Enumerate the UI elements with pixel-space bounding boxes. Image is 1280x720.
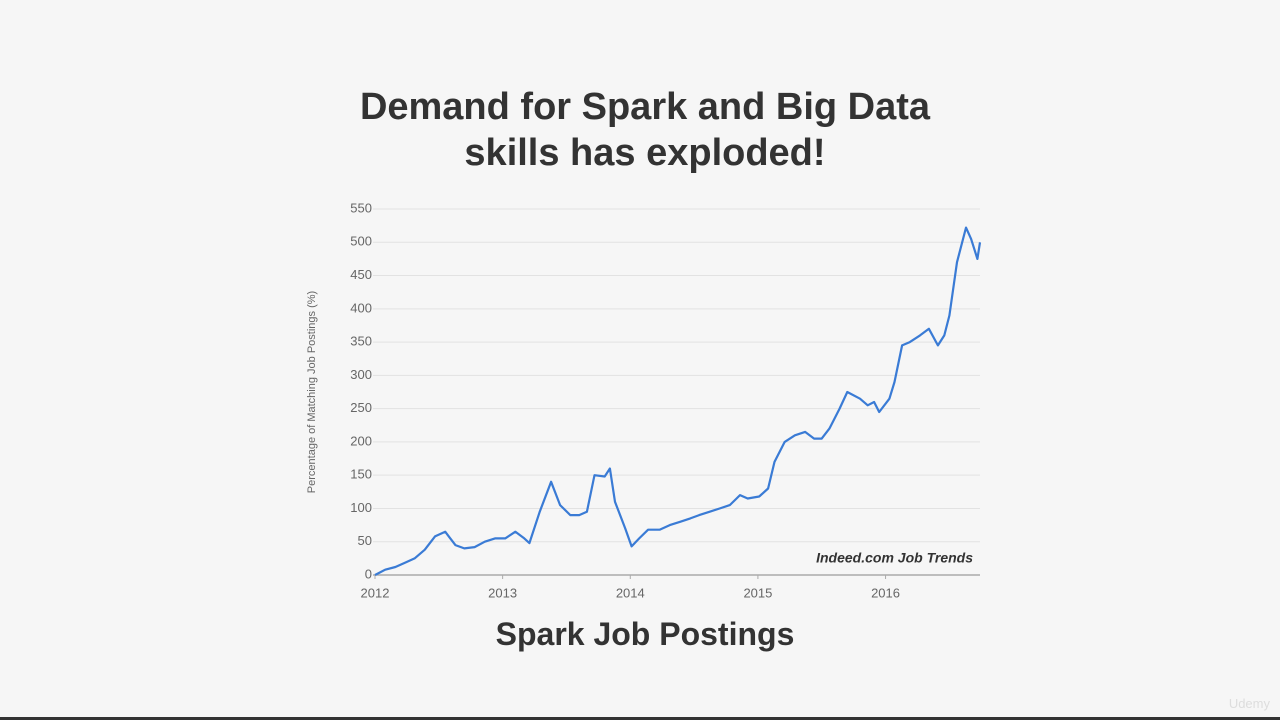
slide-title: Demand for Spark and Big Data skills has… bbox=[359, 86, 931, 174]
x-tick-label: 2015 bbox=[743, 585, 772, 600]
y-tick-label: 50 bbox=[358, 533, 372, 548]
x-tick-label: 2012 bbox=[361, 585, 390, 600]
y-tick-label: 550 bbox=[350, 200, 372, 215]
y-tick-label: 150 bbox=[350, 467, 372, 482]
caption: Spark Job Postings bbox=[495, 616, 795, 652]
data-line bbox=[374, 226, 982, 576]
y-tick-label: 0 bbox=[365, 566, 372, 581]
y-tick-label: 200 bbox=[350, 433, 372, 448]
y-tick-label: 300 bbox=[350, 367, 372, 382]
bottom-bar bbox=[0, 717, 1280, 720]
watermark: Udemy bbox=[1228, 696, 1270, 711]
x-tick-label: 2013 bbox=[488, 585, 517, 600]
annotation: Indeed.com Job Trends bbox=[816, 550, 973, 566]
y-tick-label: 350 bbox=[350, 334, 372, 349]
y-tick-label: 500 bbox=[350, 234, 372, 249]
y-tick-label: 400 bbox=[350, 300, 372, 315]
y-tick-label: 450 bbox=[350, 267, 372, 282]
y-tick-label: 100 bbox=[350, 500, 372, 515]
y-tick-label: 250 bbox=[350, 400, 372, 415]
x-tick-label: 2016 bbox=[871, 585, 900, 600]
y-axis-label: Percentage of Matching Job Postings (%) bbox=[306, 291, 318, 493]
x-tick-label: 2014 bbox=[616, 585, 645, 600]
